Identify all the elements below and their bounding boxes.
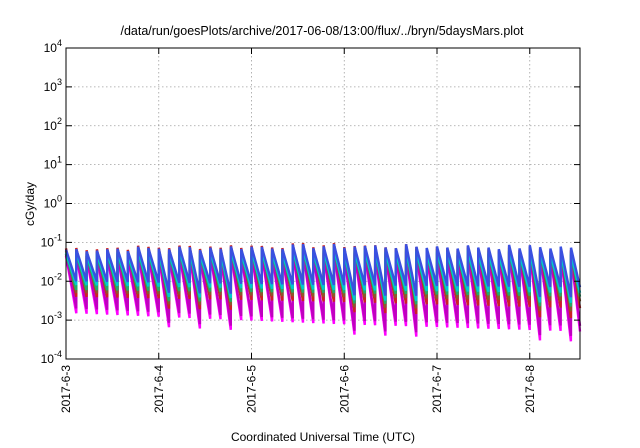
x-tick-label: 2017-6-6 <box>337 365 351 413</box>
x-tick-label: 2017-6-5 <box>245 365 259 413</box>
x-tick-label: 2017-6-4 <box>152 365 166 413</box>
y-tick-label: 10-1 <box>41 232 62 249</box>
axes: 10-4 10-3 10-2 10-1 100 101 102 103 104 2017-6-3 2… <box>41 38 581 413</box>
y-tick-label: 10-2 <box>41 271 62 288</box>
y-tick-label: 10-4 <box>41 349 62 366</box>
y-tick-label: 104 <box>44 38 62 55</box>
x-tick-label: 2017-6-8 <box>523 365 537 413</box>
y-tick-label: 101 <box>44 155 62 172</box>
x-tick-label: 2017-6-3 <box>59 365 73 413</box>
y-axis-label: cGy/day <box>23 182 37 226</box>
x-tick-label: 2017-6-7 <box>430 365 444 413</box>
plot-frame <box>65 47 581 360</box>
chart-title: /data/run/goesPlots/archive/2017-06-08/1… <box>120 24 524 38</box>
y-tick-label: 103 <box>44 77 62 94</box>
series-group <box>64 242 582 342</box>
y-tick-label: 10-3 <box>41 310 62 327</box>
y-tick-label: 102 <box>44 116 62 133</box>
y-tick-label: 100 <box>44 194 62 211</box>
series-line-7 <box>64 243 582 298</box>
x-axis-label: Coordinated Universal Time (UTC) <box>231 430 415 444</box>
